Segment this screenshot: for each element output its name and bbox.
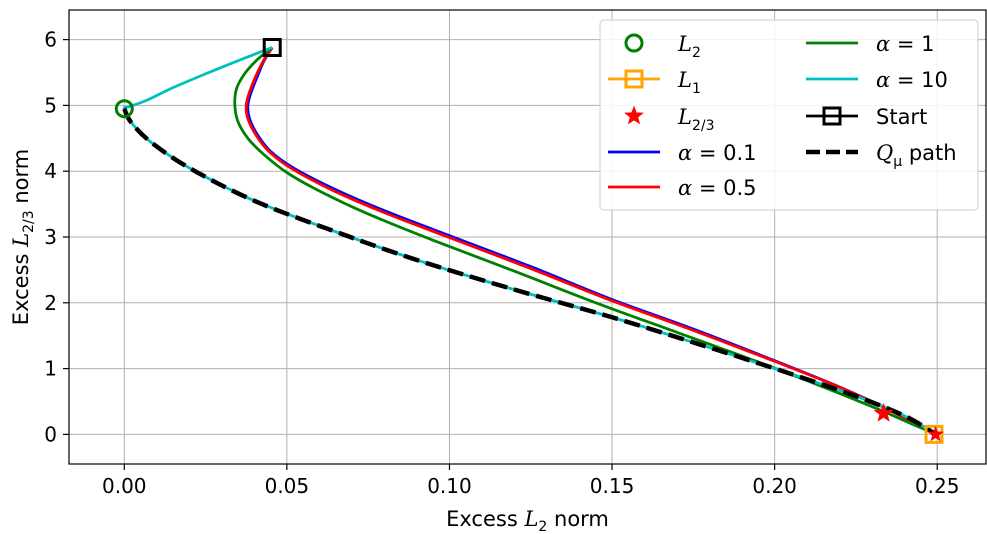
- legend-entry-7-label: Start: [876, 105, 927, 129]
- point-marker-1: [924, 424, 944, 444]
- x-tick-label: 0.10: [427, 474, 472, 498]
- series-line-4: [122, 107, 936, 436]
- legend: L2 L1 L2/3 α = 0.1 α = 0.5 α = 1 α = 10 Start Qμ…: [599, 19, 979, 211]
- point-marker-star-end: [927, 425, 944, 442]
- y-tick-label: 3: [44, 225, 57, 249]
- legend-frame: [599, 19, 979, 211]
- legend-entry-7-marker: [822, 106, 842, 126]
- legend-entry-2-label: L2/3: [677, 105, 714, 134]
- x-axis-label: Excess L2 norm: [446, 507, 609, 534]
- point-marker-3: [262, 38, 282, 58]
- y-tick-label: 1: [44, 357, 57, 381]
- ticks: 0.00 0.05 0.10 0.15 0.20 0.25 0 1 2 3 4 5 6: [44, 28, 959, 498]
- legend-entry-0-marker: [624, 33, 644, 53]
- legend-entry-4-label: α = 0.5: [678, 176, 757, 200]
- y-tick-label: 5: [44, 93, 57, 117]
- point-marker-0: [114, 99, 134, 119]
- legend-entry-6-label: α = 10: [876, 68, 948, 92]
- legend-entry-5-label: α = 1: [876, 32, 935, 56]
- series-layer: [122, 46, 936, 436]
- legend-entry-2-marker: [624, 105, 644, 125]
- x-tick-label: 0.25: [915, 474, 960, 498]
- y-tick-label: 0: [44, 422, 57, 446]
- legend-entry-1-label: L1: [677, 68, 701, 97]
- legend-entry-1-marker: [624, 69, 644, 89]
- series-line-1: [244, 46, 935, 435]
- y-tick-label: 4: [44, 159, 57, 183]
- legend-entry-8-label: Qμ path: [876, 141, 957, 170]
- x-tick-label: 0.15: [590, 474, 635, 498]
- legend-entry-0-label: L2: [677, 32, 701, 61]
- y-axis-label: Excess L2/3 norm: [9, 149, 37, 325]
- y-tick-label: 2: [44, 291, 57, 315]
- legend-entry-3-label: α = 0.1: [678, 141, 757, 165]
- markers-layer: [114, 38, 944, 444]
- x-tick-label: 0.05: [265, 474, 310, 498]
- x-tick-label: 0.20: [752, 474, 797, 498]
- x-tick-label: 0.00: [102, 474, 147, 498]
- y-tick-label: 6: [44, 28, 57, 52]
- point-marker-2: [873, 402, 894, 422]
